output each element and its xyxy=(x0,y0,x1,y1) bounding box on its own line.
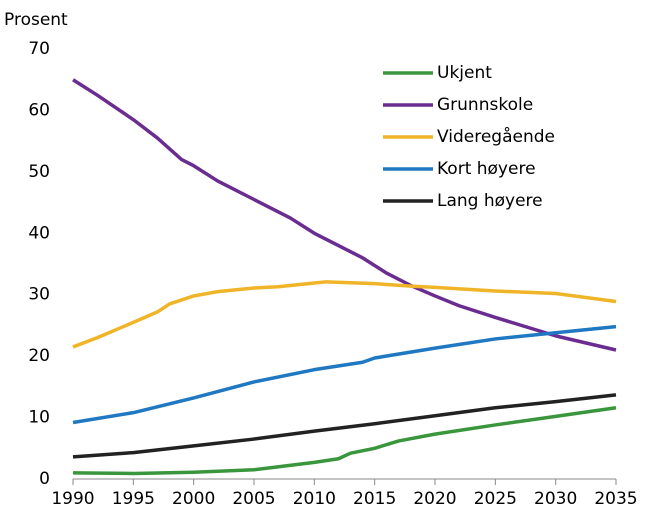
legend-label: Lang høyere xyxy=(437,191,543,211)
x-tick-label: 2020 xyxy=(413,489,456,508)
line-series xyxy=(72,324,617,425)
x-tick-label: 2030 xyxy=(534,489,577,508)
legend-label: Ukjent xyxy=(437,63,492,83)
line-series xyxy=(72,406,617,476)
y-axis-label: Prosent xyxy=(4,10,68,30)
x-tick-label: 2000 xyxy=(172,489,215,508)
x-tick-label: 2015 xyxy=(353,489,396,508)
y-tick-label: 10 xyxy=(28,408,50,428)
y-tick-label: 40 xyxy=(28,223,50,243)
y-tick-label: 50 xyxy=(28,162,50,182)
x-tick-label: 1990 xyxy=(51,489,94,508)
x-tick-label: 2025 xyxy=(474,489,517,508)
line-series xyxy=(72,280,617,349)
x-tick-label: 2005 xyxy=(232,489,275,508)
y-tick-label: 70 xyxy=(28,39,50,59)
y-tick-label: 0 xyxy=(39,469,50,489)
x-tick-label: 2035 xyxy=(594,489,637,508)
legend-label: Kort høyere xyxy=(437,159,536,179)
x-tick-label: 2010 xyxy=(293,489,336,508)
x-tick-label: 1995 xyxy=(112,489,155,508)
y-tick-label: 30 xyxy=(28,285,50,305)
line-series xyxy=(72,78,617,352)
line-series xyxy=(72,393,617,459)
y-tick-label: 20 xyxy=(28,346,50,366)
legend-label: Videregående xyxy=(437,126,555,147)
y-tick-label: 60 xyxy=(28,100,50,120)
legend-label: Grunnskole xyxy=(437,95,533,115)
